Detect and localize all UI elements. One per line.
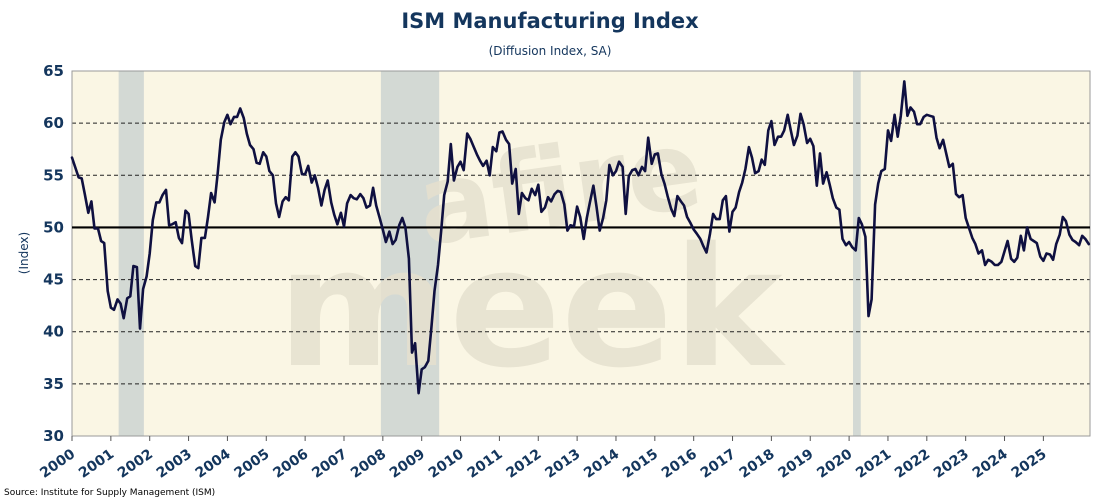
x-tick-2017: 2017 xyxy=(698,446,739,481)
x-tick-2000: 2000 xyxy=(37,446,78,482)
x-tick-2001: 2001 xyxy=(76,446,117,481)
y-tick-60: 60 xyxy=(43,114,64,132)
x-tick-labels: 2000200120022003200420052006200720082009… xyxy=(37,436,1050,482)
plot-area xyxy=(72,71,1090,436)
x-tick-2012: 2012 xyxy=(503,446,544,481)
recession-band-1 xyxy=(380,71,440,436)
x-tick-2021: 2021 xyxy=(853,446,894,481)
x-tick-2009: 2009 xyxy=(387,446,428,481)
gridlines xyxy=(71,70,1091,437)
x-tick-2019: 2019 xyxy=(775,446,816,481)
chart-subtitle: (Diffusion Index, SA) xyxy=(489,44,612,58)
x-tick-2005: 2005 xyxy=(231,446,272,481)
x-tick-2020: 2020 xyxy=(814,446,855,482)
source-note: Source: Institute for Supply Management … xyxy=(4,488,215,498)
y-tick-40: 40 xyxy=(43,323,64,341)
y-tick-65: 65 xyxy=(43,62,64,80)
y-tick-50: 50 xyxy=(43,218,64,236)
recession-band-2 xyxy=(852,71,861,436)
x-tick-2016: 2016 xyxy=(659,446,700,481)
x-tick-2007: 2007 xyxy=(309,446,350,481)
x-tick-2002: 2002 xyxy=(115,446,156,481)
x-tick-2010: 2010 xyxy=(426,446,467,482)
recession-bands xyxy=(118,71,861,436)
series-line-0 xyxy=(70,80,1091,395)
plot-border xyxy=(71,70,1091,437)
y-tick-55: 55 xyxy=(43,166,64,184)
x-tick-2004: 2004 xyxy=(193,446,234,482)
y-tick-45: 45 xyxy=(43,271,64,289)
x-tick-2011: 2011 xyxy=(465,446,506,481)
watermark: afire meek xyxy=(277,104,786,404)
series-layer xyxy=(70,80,1091,395)
y-axis-label: (Index) xyxy=(17,232,31,274)
x-tick-2013: 2013 xyxy=(542,446,583,481)
x-tick-2008: 2008 xyxy=(348,446,389,481)
x-tick-2018: 2018 xyxy=(737,446,778,481)
x-tick-2025: 2025 xyxy=(1009,446,1050,481)
x-tick-2003: 2003 xyxy=(154,446,195,481)
recession-band-0 xyxy=(118,71,144,436)
x-tick-2022: 2022 xyxy=(892,446,933,481)
chart-title: ISM Manufacturing Index xyxy=(401,9,699,33)
y-tick-30: 30 xyxy=(43,427,64,445)
y-tick-35: 35 xyxy=(43,375,64,393)
x-tick-2024: 2024 xyxy=(970,446,1011,482)
x-tick-2014: 2014 xyxy=(581,446,622,482)
x-tick-2015: 2015 xyxy=(620,446,661,481)
x-tick-2006: 2006 xyxy=(270,446,311,481)
x-tick-2023: 2023 xyxy=(931,446,972,481)
y-tick-labels: 30 35 40 45 50 55 60 65 xyxy=(43,62,64,445)
